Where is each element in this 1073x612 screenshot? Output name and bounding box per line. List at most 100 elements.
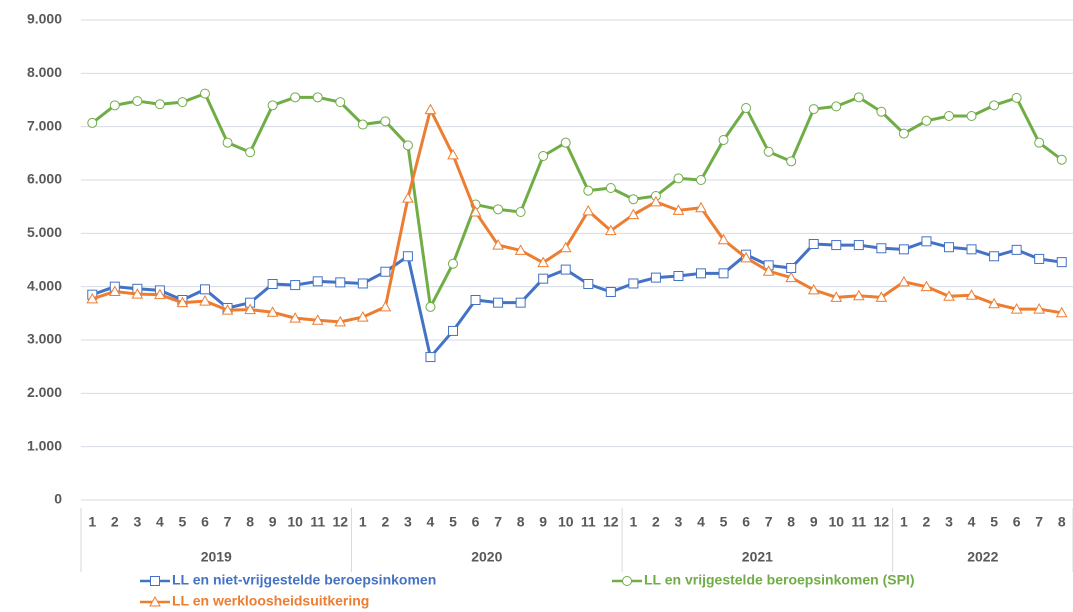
marker <box>604 224 617 236</box>
x-tick-label: 8 <box>787 514 795 530</box>
marker <box>1056 257 1067 268</box>
marker <box>808 239 819 249</box>
marker <box>357 119 368 130</box>
x-tick-label: 11 <box>310 514 325 530</box>
x-tick-label: 2 <box>652 514 660 530</box>
marker <box>245 147 256 158</box>
marker <box>853 92 864 103</box>
x-tick-label: 12 <box>332 514 348 530</box>
marker <box>921 236 932 247</box>
x-tick-label: 11 <box>851 514 866 530</box>
x-tick-label: 6 <box>201 514 209 530</box>
x-tick-label: 5 <box>449 514 457 530</box>
x-tick-label: 8 <box>1058 514 1066 530</box>
x-tick-label: 12 <box>874 514 890 530</box>
y-tick-label: 5.000 <box>27 224 62 240</box>
marker <box>717 233 730 245</box>
marker <box>876 243 887 254</box>
marker <box>718 268 729 279</box>
marker <box>920 280 933 292</box>
x-tick-label: 7 <box>494 514 502 530</box>
y-tick-label: 9.000 <box>27 11 62 27</box>
y-tick-label: 7.000 <box>27 117 62 133</box>
marker <box>244 303 256 315</box>
marker <box>622 576 632 586</box>
marker <box>289 312 302 323</box>
group-label: 2022 <box>967 549 998 565</box>
marker <box>538 273 549 284</box>
marker <box>109 100 120 111</box>
marker <box>898 244 909 255</box>
marker <box>493 204 504 215</box>
legend-label: LL en werkloosheidsuitkering <box>172 593 369 609</box>
marker <box>1034 253 1045 264</box>
x-tick-label: 5 <box>990 514 998 530</box>
marker <box>1034 137 1045 148</box>
marker <box>672 204 685 215</box>
marker <box>515 207 526 217</box>
marker <box>898 128 909 139</box>
marker <box>989 251 1000 262</box>
marker <box>1033 303 1046 314</box>
marker <box>425 352 436 363</box>
marker <box>267 279 278 289</box>
x-tick-label: 9 <box>269 514 277 530</box>
y-tick-label: 3.000 <box>27 331 62 347</box>
y-tick-label: 4.000 <box>27 277 62 293</box>
marker <box>807 283 820 295</box>
x-tick-label: 3 <box>675 514 683 530</box>
marker <box>808 104 819 115</box>
x-tick-label: 6 <box>472 514 480 530</box>
marker <box>154 288 166 300</box>
marker <box>402 251 413 262</box>
marker <box>740 251 752 263</box>
marker <box>312 276 323 287</box>
marker <box>988 297 1000 309</box>
marker <box>108 285 121 296</box>
x-tick-label: 1 <box>88 514 96 530</box>
group-label: 2019 <box>201 549 232 565</box>
marker <box>200 88 210 99</box>
marker <box>1056 154 1067 165</box>
marker <box>560 264 571 275</box>
marker <box>741 103 752 113</box>
marker <box>267 100 278 111</box>
marker <box>898 275 910 287</box>
marker <box>177 97 188 108</box>
x-tick-label: 10 <box>287 514 303 530</box>
marker <box>831 240 842 251</box>
marker <box>650 195 662 207</box>
x-tick-label: 5 <box>720 514 728 530</box>
x-tick-label: 4 <box>968 514 976 530</box>
marker <box>469 205 482 217</box>
marker <box>380 116 391 127</box>
marker <box>447 148 459 160</box>
marker <box>605 287 616 297</box>
marker <box>311 314 324 325</box>
series-line <box>91 108 1062 324</box>
marker <box>831 101 842 112</box>
marker <box>222 137 233 148</box>
x-tick-label: 4 <box>156 514 164 530</box>
group-label: 2021 <box>742 549 773 565</box>
marker <box>312 92 323 103</box>
x-tick-label: 12 <box>603 514 619 530</box>
marker <box>154 99 165 110</box>
marker <box>1011 92 1022 103</box>
x-tick-label: 4 <box>697 514 705 530</box>
marker <box>628 278 639 289</box>
marker <box>132 96 143 107</box>
marker <box>921 115 932 126</box>
x-tick-label: 2 <box>923 514 931 530</box>
marker <box>402 192 414 203</box>
marker <box>87 117 98 128</box>
marker <box>696 175 706 185</box>
y-tick-label: 0 <box>54 491 62 507</box>
marker <box>538 151 549 161</box>
marker <box>876 106 887 117</box>
marker <box>424 103 437 115</box>
marker <box>966 111 977 121</box>
marker <box>943 290 955 301</box>
x-tick-label: 6 <box>742 514 750 530</box>
